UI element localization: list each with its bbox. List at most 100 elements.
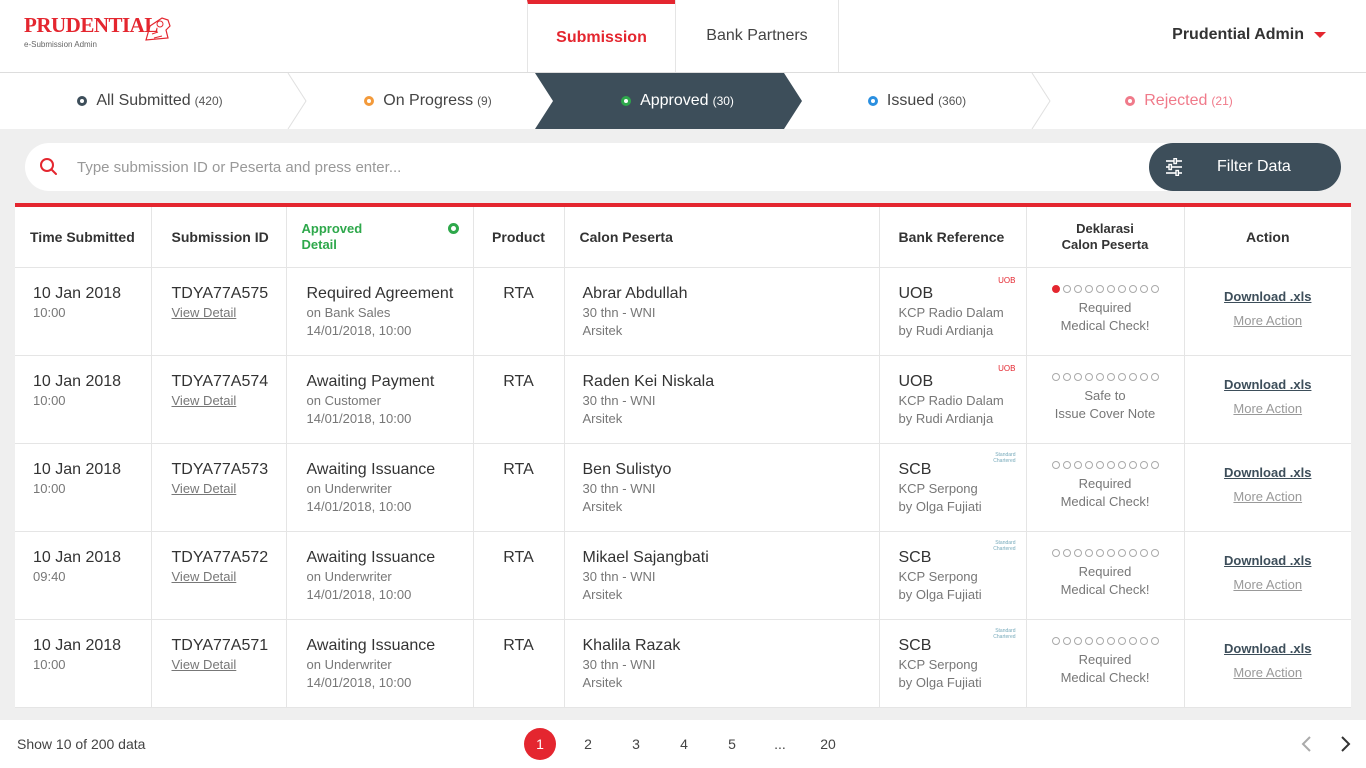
bank-agent: by Olga Fujiati: [898, 498, 982, 514]
header-approved-line1: Approved: [301, 220, 363, 236]
status-dot-icon: [77, 96, 88, 106]
table-row[interactable]: 10 Jan 2018 09:40 TDYA77A572 View Detail Awa…: [15, 531, 1351, 620]
peserta-age: 30 thn - WNI: [582, 568, 656, 584]
download-xls-link[interactable]: Download .xls: [1224, 288, 1312, 304]
download-xls-link[interactable]: Download .xls: [1224, 552, 1312, 568]
progress-dot: [1128, 636, 1137, 645]
page-4[interactable]: 4: [680, 736, 688, 752]
status-rejected[interactable]: Rejected (21): [1050, 73, 1308, 129]
prudential-logo[interactable]: PRUDENTIAL e-Submission Admin: [24, 14, 171, 54]
search-bar: Filter Data: [25, 143, 1341, 191]
table-row[interactable]: 10 Jan 2018 10:00 TDYA77A571 View Detail Awa…: [15, 619, 1351, 708]
progress-dot: [1051, 372, 1060, 381]
header-calon-peserta[interactable]: Calon Peserta: [564, 207, 880, 268]
chevron-left-icon[interactable]: [1300, 734, 1314, 754]
status-dot-icon: [621, 96, 632, 106]
view-detail-link[interactable]: View Detail: [171, 480, 237, 496]
approval-time: 14/01/2018, 10:00: [306, 410, 412, 426]
table-row[interactable]: 10 Jan 2018 10:00 TDYA77A575 View Detail Req…: [15, 267, 1351, 356]
download-xls-link[interactable]: Download .xls: [1224, 640, 1312, 656]
status-filter-bar: All Submitted (420) On Progress (9) Appr…: [0, 73, 1366, 129]
status-dot-icon: [867, 96, 878, 106]
bank-branch: KCP Radio Dalam: [898, 304, 1004, 320]
progress-dot: [1150, 372, 1159, 381]
header-approved-detail[interactable]: Approved Detail: [286, 207, 474, 268]
progress-dot: [1139, 548, 1148, 557]
approved-dot-icon: [447, 223, 459, 234]
tab-bank-partners[interactable]: Bank Partners: [675, 0, 839, 72]
product-code: RTA: [503, 372, 534, 390]
view-detail-link[interactable]: View Detail: [171, 656, 237, 672]
deklarasi-line2: Medical Check!: [1060, 669, 1150, 685]
status-label: All Submitted: [96, 92, 191, 109]
cell-calon-peserta: Ben Sulistyo 30 thn - WNI Arsitek: [564, 443, 880, 532]
progress-dot: [1117, 460, 1126, 469]
progress-dot: [1084, 636, 1093, 645]
cell-deklarasi: Required Medical Check!: [1026, 531, 1185, 620]
progress-dot: [1073, 284, 1082, 293]
deklarasi-progress: [1035, 460, 1176, 469]
header-product[interactable]: Product: [473, 207, 565, 268]
view-detail-link[interactable]: View Detail: [171, 392, 237, 408]
more-action-link[interactable]: More Action: [1233, 664, 1303, 680]
deklarasi-progress: [1035, 284, 1176, 293]
peserta-age: 30 thn - WNI: [582, 392, 656, 408]
more-action-link[interactable]: More Action: [1233, 576, 1303, 592]
header-deklarasi[interactable]: Deklarasi Calon Peserta: [1026, 207, 1185, 268]
status-approved[interactable]: Approved (30): [553, 73, 802, 129]
header-action: Action: [1184, 207, 1351, 268]
chevron-right-icon[interactable]: [1338, 734, 1352, 754]
page-3[interactable]: 3: [632, 736, 640, 752]
table-row[interactable]: 10 Jan 2018 10:00 TDYA77A574 View Detail Awa…: [15, 355, 1351, 444]
page-2[interactable]: 2: [584, 736, 592, 752]
progress-dot: [1128, 372, 1137, 381]
page-20[interactable]: 20: [820, 736, 836, 752]
header-time-submitted[interactable]: Time Submitted: [15, 207, 152, 268]
user-menu[interactable]: Prudential Admin: [1172, 26, 1326, 44]
cell-submission-id: TDYA77A575 View Detail: [151, 267, 287, 356]
bank-agent: by Rudi Ardianja: [898, 322, 994, 338]
status-on-progress[interactable]: On Progress (9): [300, 73, 556, 129]
submission-id: TDYA77A575: [171, 284, 269, 302]
progress-dot: [1051, 284, 1060, 293]
view-detail-link[interactable]: View Detail: [171, 304, 237, 320]
deklarasi-progress: [1035, 548, 1176, 557]
cell-action: Download .xls More Action: [1184, 531, 1351, 620]
status-all-submitted[interactable]: All Submitted (420): [0, 73, 300, 129]
download-xls-link[interactable]: Download .xls: [1224, 376, 1312, 392]
filter-data-button[interactable]: Filter Data: [1149, 143, 1341, 191]
submitted-time: 10:00: [33, 480, 66, 496]
header-bank-reference[interactable]: Bank Reference: [879, 207, 1027, 268]
page-5[interactable]: 5: [728, 736, 736, 752]
bank-logo: UOB: [998, 363, 1016, 373]
download-xls-link[interactable]: Download .xls: [1224, 464, 1312, 480]
status-bar-shapes: [287, 73, 1051, 129]
table-row[interactable]: 10 Jan 2018 10:00 TDYA77A573 View Detail Awa…: [15, 443, 1351, 532]
progress-dot: [1073, 372, 1082, 381]
header-submission-id[interactable]: Submission ID: [151, 207, 287, 268]
tab-submission[interactable]: Submission: [527, 0, 675, 72]
approval-time: 14/01/2018, 10:00: [306, 674, 412, 690]
more-action-link[interactable]: More Action: [1233, 400, 1303, 416]
status-issued[interactable]: Issued (360): [802, 73, 1032, 129]
progress-dot: [1106, 548, 1115, 557]
cell-approved-detail: Awaiting Issuance on Underwriter 14/01/201…: [286, 619, 474, 708]
cell-product: RTA: [473, 267, 565, 356]
bank-name: UOB: [898, 372, 934, 390]
more-action-link[interactable]: More Action: [1233, 312, 1303, 328]
page-1[interactable]: 1: [524, 728, 556, 760]
more-action-link[interactable]: More Action: [1233, 488, 1303, 504]
submitted-date: 10 Jan 2018: [33, 636, 122, 654]
cell-deklarasi: Required Medical Check!: [1026, 619, 1185, 708]
progress-dot: [1139, 372, 1148, 381]
submission-id: TDYA77A574: [171, 372, 269, 390]
bank-agent: by Rudi Ardianja: [898, 410, 994, 426]
search-icon[interactable]: [39, 157, 59, 177]
view-detail-link[interactable]: View Detail: [171, 568, 237, 584]
header-approved-line2: Detail: [301, 236, 337, 252]
search-input[interactable]: [77, 155, 1137, 179]
submitted-time: 10:00: [33, 304, 66, 320]
page-ellipsis: ...: [774, 736, 786, 752]
approval-owner: on Underwriter: [306, 568, 392, 584]
progress-dot: [1128, 460, 1137, 469]
